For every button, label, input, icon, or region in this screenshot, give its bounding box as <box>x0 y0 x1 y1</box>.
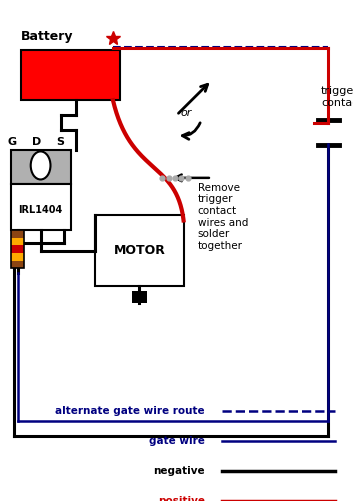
Text: or: or <box>180 108 191 118</box>
Circle shape <box>31 151 50 179</box>
Bar <box>11 261 24 268</box>
Text: MOTOR: MOTOR <box>114 244 165 257</box>
Text: negative: negative <box>153 466 205 476</box>
Bar <box>11 245 24 253</box>
Bar <box>11 253 24 261</box>
Text: gate wire: gate wire <box>149 436 205 446</box>
Bar <box>21 50 120 100</box>
Text: G: G <box>7 137 16 147</box>
Text: positive: positive <box>158 496 205 501</box>
Text: alternate gate wire route: alternate gate wire route <box>55 406 205 416</box>
Text: Battery: Battery <box>21 30 74 43</box>
Bar <box>11 238 24 245</box>
Text: IRL1404: IRL1404 <box>18 204 63 214</box>
Text: Remove
trigger
contact
wires and
solder
together: Remove trigger contact wires and solder … <box>198 183 248 251</box>
Bar <box>95 215 184 286</box>
Text: trigger
contact: trigger contact <box>321 86 353 108</box>
Bar <box>11 184 71 230</box>
Bar <box>132 291 147 303</box>
Bar <box>11 230 24 238</box>
Bar <box>11 230 24 268</box>
Text: S: S <box>56 137 65 147</box>
Text: D: D <box>32 137 41 147</box>
Bar <box>11 150 71 184</box>
